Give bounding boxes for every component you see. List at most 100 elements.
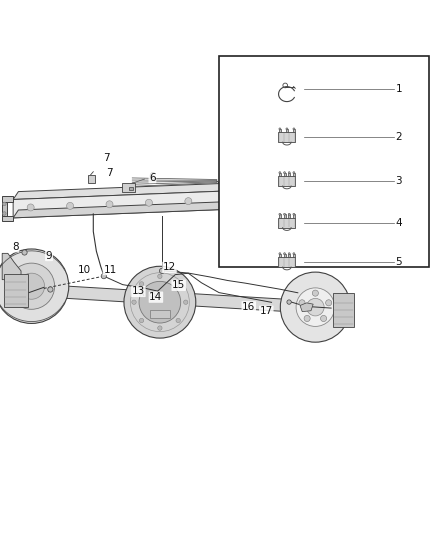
Bar [293, 129, 295, 132]
Circle shape [286, 128, 288, 130]
Bar [333, 293, 354, 327]
Circle shape [139, 282, 144, 286]
Bar [279, 214, 281, 218]
Bar [88, 175, 95, 183]
Polygon shape [300, 303, 313, 312]
Circle shape [287, 300, 291, 304]
Bar [279, 129, 281, 132]
Circle shape [288, 253, 290, 255]
Circle shape [312, 290, 318, 296]
Bar [279, 173, 281, 176]
Circle shape [279, 253, 281, 255]
Bar [283, 214, 286, 218]
Bar [279, 257, 295, 267]
Text: 6: 6 [149, 173, 156, 183]
Circle shape [124, 266, 196, 338]
Circle shape [283, 253, 286, 255]
Bar [279, 254, 281, 257]
Circle shape [139, 318, 144, 322]
Polygon shape [2, 201, 7, 216]
Circle shape [321, 316, 327, 321]
Circle shape [288, 172, 290, 174]
Bar [293, 214, 295, 218]
Circle shape [8, 263, 55, 309]
Circle shape [101, 273, 106, 279]
Text: 4: 4 [396, 217, 402, 228]
Polygon shape [2, 253, 21, 280]
Circle shape [288, 213, 290, 215]
Circle shape [18, 273, 45, 299]
Bar [288, 254, 290, 257]
Text: 9: 9 [46, 251, 53, 261]
Circle shape [184, 300, 188, 304]
Circle shape [158, 274, 162, 279]
Circle shape [159, 268, 165, 273]
Bar [279, 132, 295, 142]
Circle shape [185, 198, 192, 205]
Text: 11: 11 [103, 264, 117, 274]
Text: 16: 16 [242, 302, 255, 312]
Circle shape [299, 300, 305, 306]
Text: 10: 10 [78, 264, 91, 274]
Circle shape [139, 281, 181, 323]
Text: 14: 14 [149, 292, 162, 302]
Bar [283, 254, 286, 257]
Circle shape [0, 249, 69, 324]
Circle shape [293, 172, 295, 174]
Text: 5: 5 [396, 257, 402, 267]
Polygon shape [2, 196, 13, 201]
Text: 6: 6 [148, 172, 155, 182]
Circle shape [3, 212, 6, 215]
Circle shape [67, 203, 74, 209]
Polygon shape [39, 285, 320, 313]
Circle shape [325, 300, 332, 306]
Circle shape [3, 202, 6, 206]
Bar [288, 214, 290, 218]
Bar [283, 173, 286, 176]
Text: 3: 3 [396, 176, 402, 186]
Bar [122, 183, 135, 192]
Circle shape [279, 128, 281, 130]
Bar [150, 310, 170, 318]
Circle shape [283, 213, 286, 215]
Polygon shape [13, 200, 253, 218]
Bar [293, 173, 295, 176]
Text: 7: 7 [106, 168, 113, 178]
Circle shape [280, 272, 350, 342]
Circle shape [27, 204, 34, 211]
Circle shape [279, 213, 281, 215]
Text: 17: 17 [260, 306, 273, 316]
Polygon shape [2, 216, 13, 221]
Circle shape [279, 172, 281, 174]
Text: 1: 1 [396, 84, 402, 94]
Circle shape [22, 250, 27, 255]
Circle shape [132, 300, 136, 304]
Circle shape [293, 253, 295, 255]
Circle shape [293, 213, 295, 215]
Bar [286, 129, 288, 132]
Text: 12: 12 [163, 262, 176, 272]
Circle shape [106, 201, 113, 208]
Circle shape [176, 282, 180, 286]
Circle shape [296, 288, 335, 326]
Polygon shape [13, 190, 247, 218]
Circle shape [158, 326, 162, 330]
Bar [279, 176, 295, 186]
Bar [279, 218, 295, 228]
Text: 15: 15 [172, 280, 185, 290]
Circle shape [307, 298, 324, 316]
Circle shape [304, 316, 310, 321]
Bar [288, 173, 290, 176]
Circle shape [176, 318, 180, 322]
Text: 13: 13 [132, 286, 145, 296]
Circle shape [48, 287, 53, 292]
Text: 2: 2 [396, 132, 402, 142]
Text: 7: 7 [102, 153, 110, 163]
Circle shape [283, 172, 286, 174]
Text: 8: 8 [12, 242, 19, 252]
Circle shape [150, 293, 155, 298]
Circle shape [145, 199, 152, 206]
Circle shape [224, 196, 231, 203]
Bar [219, 56, 429, 266]
Bar [129, 187, 133, 190]
